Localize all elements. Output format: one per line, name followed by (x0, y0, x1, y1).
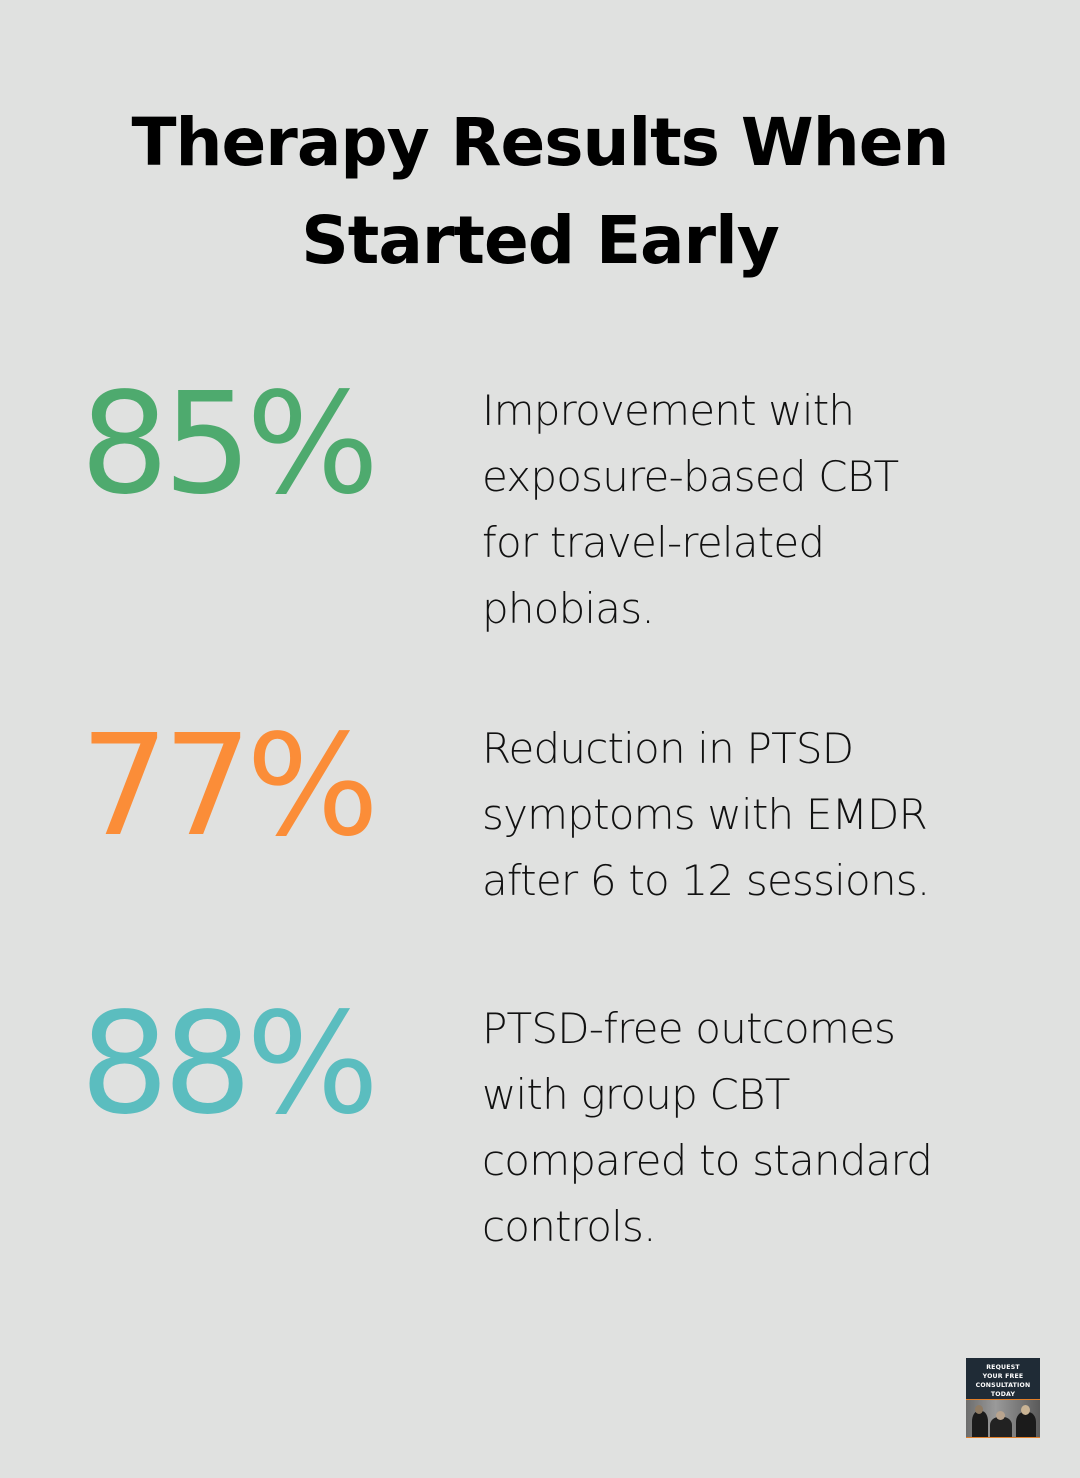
badge-text: REQUEST YOUR FREE CONSULTATION TODAY (966, 1363, 1040, 1399)
stat-value-3: 88% (80, 983, 379, 1146)
stat-value-2: 77% (80, 705, 379, 868)
title-line-1: Therapy Results When (131, 104, 950, 181)
badge-line-4: TODAY (990, 1391, 1016, 1398)
person-silhouette-1 (972, 1411, 988, 1437)
person-head-3 (1021, 1405, 1030, 1415)
person-silhouette-2 (990, 1417, 1012, 1437)
person-head-1 (975, 1405, 983, 1414)
consultation-badge[interactable]: REQUEST YOUR FREE CONSULTATION TODAY (966, 1358, 1040, 1438)
person-head-2 (996, 1411, 1005, 1420)
page-title: Therapy Results When Started Early (0, 94, 1080, 290)
stat-description-2: Reduction in PTSD symptoms with EMDR aft… (482, 724, 930, 905)
title-line-2: Started Early (301, 202, 780, 279)
stat-value-1: 85% (80, 363, 379, 526)
team-photo (966, 1399, 1040, 1438)
stat-description-3: PTSD-free outcomes with group CBT compar… (482, 1004, 933, 1251)
stat-description-1: Improvement with exposure-based CBT for … (482, 386, 899, 633)
badge-line-2: YOUR FREE (982, 1373, 1024, 1380)
badge-line-1: REQUEST (986, 1364, 1020, 1371)
person-silhouette-3 (1016, 1412, 1036, 1437)
badge-line-3: CONSULTATION (975, 1382, 1031, 1389)
